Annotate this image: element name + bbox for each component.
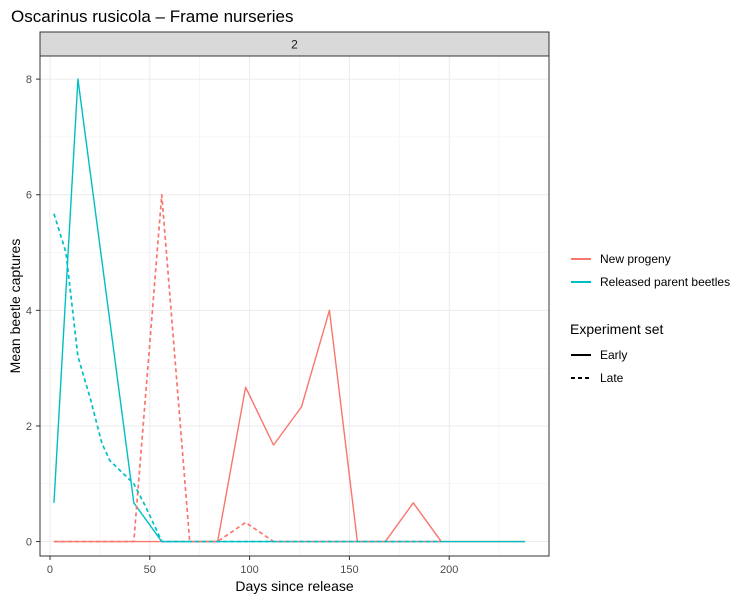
panel-background (40, 56, 549, 556)
y-tick-label: 0 (26, 537, 32, 549)
y-tick-label: 6 (26, 190, 32, 202)
x-axis-title: Days since release (235, 578, 353, 594)
x-axis-ticks: 0 50 100 150 200 (47, 556, 458, 576)
minor-gridlines (40, 56, 549, 556)
x-tick-label: 200 (440, 564, 458, 576)
facet-strip-background (39, 31, 550, 57)
legend-label-early: Early (600, 348, 627, 362)
major-gridlines (40, 56, 549, 556)
legend-color-item-new-progeny: New progeny (571, 252, 671, 266)
y-axis-ticks: 0 2 4 6 8 (26, 74, 40, 549)
legend: New progeny Released parent beetles Expe… (570, 252, 730, 385)
y-tick-label: 2 (26, 421, 32, 433)
y-tick-label: 4 (26, 305, 32, 317)
legend-label-new-progeny: New progeny (600, 252, 671, 266)
y-axis-title: Mean beetle captures (7, 239, 23, 374)
legend-label-late: Late (600, 371, 624, 385)
x-tick-label: 50 (144, 564, 156, 576)
series-layer (53, 78, 526, 543)
panel-border (39, 55, 550, 557)
plot-panel (39, 55, 550, 557)
x-tick-label: 0 (47, 564, 53, 576)
legend-label-released-parent-beetles: Released parent beetles (600, 275, 730, 289)
x-tick-label: 100 (240, 564, 258, 576)
facet-strip: 2 (39, 31, 550, 57)
series-line-released-parent-beetles-late (53, 213, 442, 543)
legend-linetype-item-early: Early (571, 348, 627, 362)
series-line-new-progeny-late (53, 193, 442, 543)
legend-linetype-item-late: Late (571, 371, 624, 385)
chart-title: Oscarinus rusicola – Frame nurseries (11, 7, 293, 26)
legend-color-item-released-parent-beetles: Released parent beetles (571, 275, 730, 289)
x-tick-label: 150 (340, 564, 358, 576)
facet-strip-label: 2 (291, 38, 298, 52)
y-tick-label: 8 (26, 74, 32, 86)
legend-title-experiment-set: Experiment set (570, 321, 663, 337)
